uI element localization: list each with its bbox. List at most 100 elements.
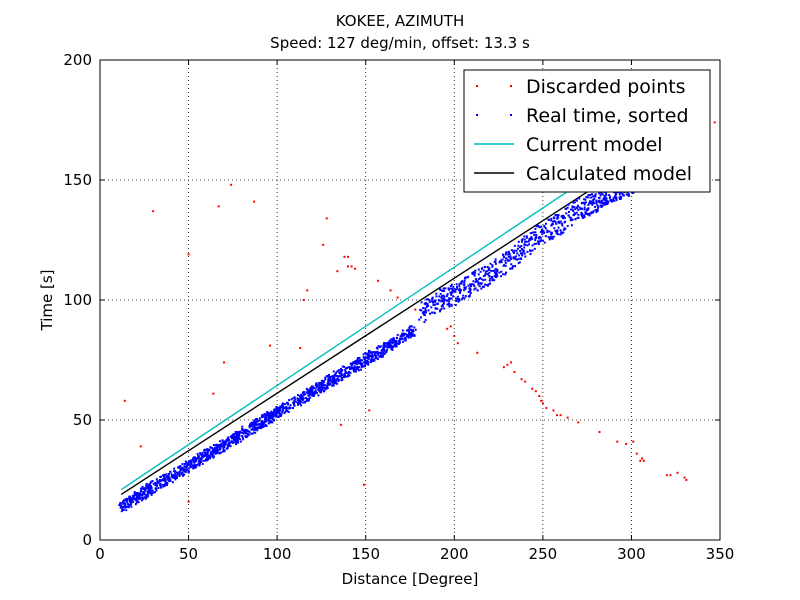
data-point (297, 398, 300, 401)
legend-label: Real time, sorted (526, 105, 689, 127)
data-point (529, 232, 532, 235)
data-point (122, 509, 125, 512)
data-point (559, 233, 562, 236)
data-point (326, 386, 329, 389)
data-point (587, 194, 590, 197)
data-point (138, 495, 141, 498)
data-point (474, 269, 477, 272)
data-point (619, 198, 622, 201)
data-point (233, 437, 236, 440)
data-point (560, 231, 563, 234)
data-point (456, 298, 459, 301)
data-point (333, 374, 336, 377)
data-point (355, 366, 358, 369)
data-point (594, 195, 597, 198)
data-point (600, 201, 603, 204)
data-point (423, 314, 426, 317)
data-point (317, 387, 320, 390)
data-point (464, 286, 467, 289)
data-point (173, 467, 176, 470)
data-point (397, 342, 400, 345)
data-point (541, 402, 544, 405)
data-point (178, 475, 181, 478)
data-point (377, 279, 380, 282)
data-point (292, 397, 295, 400)
data-point (217, 205, 220, 208)
data-point (548, 218, 551, 221)
data-point (131, 497, 134, 500)
data-point (432, 303, 435, 306)
data-point (477, 283, 480, 286)
data-point (403, 332, 406, 335)
data-point (450, 293, 453, 296)
data-point (428, 300, 431, 303)
data-point (140, 490, 143, 493)
data-point (186, 464, 189, 467)
data-point (523, 246, 526, 249)
data-point (413, 326, 416, 329)
data-point (201, 453, 204, 456)
data-point (252, 422, 255, 425)
data-point (175, 474, 178, 477)
data-point (635, 452, 638, 455)
data-point (470, 283, 473, 286)
data-point (575, 199, 578, 202)
data-point (436, 302, 439, 305)
data-point (531, 387, 534, 390)
data-point (305, 398, 308, 401)
data-point (136, 499, 139, 502)
data-point (538, 236, 541, 239)
data-point (323, 384, 326, 387)
data-point (265, 414, 268, 417)
data-point (340, 369, 343, 372)
data-point (139, 487, 142, 490)
data-point (589, 212, 592, 215)
data-point (336, 382, 339, 385)
data-point (571, 205, 574, 208)
data-point (145, 495, 148, 498)
data-point (316, 391, 319, 394)
data-point (596, 209, 599, 212)
data-point (265, 420, 268, 423)
data-point (405, 333, 408, 336)
data-point (355, 370, 358, 373)
data-point (569, 219, 572, 222)
data-point (605, 199, 608, 202)
data-point (524, 241, 527, 244)
data-point (554, 214, 557, 217)
data-point (377, 353, 380, 356)
data-point (595, 211, 598, 214)
data-point (575, 211, 578, 214)
data-point (587, 196, 590, 199)
data-point (229, 445, 232, 448)
data-point (610, 199, 613, 202)
data-point (469, 290, 472, 293)
data-point (343, 255, 346, 258)
data-point (242, 432, 245, 435)
data-point (514, 255, 517, 258)
data-point (354, 368, 357, 371)
x-tick-label: 200 (440, 545, 469, 563)
data-point (148, 490, 151, 493)
data-point (520, 245, 523, 248)
data-point (504, 259, 507, 262)
data-point (139, 496, 142, 499)
data-point (583, 216, 586, 219)
data-point (463, 281, 466, 284)
data-point (590, 211, 593, 214)
data-point (219, 447, 222, 450)
data-point (182, 469, 185, 472)
data-point (609, 195, 612, 198)
data-point (486, 270, 489, 273)
data-point (513, 244, 516, 247)
data-point (556, 230, 559, 233)
data-point (337, 369, 340, 372)
data-point (538, 395, 541, 397)
data-point (529, 238, 532, 241)
data-point (364, 364, 367, 367)
data-point (151, 480, 154, 483)
data-point (526, 250, 529, 253)
data-point (595, 199, 598, 202)
data-point (251, 432, 254, 435)
data-point (153, 491, 156, 494)
